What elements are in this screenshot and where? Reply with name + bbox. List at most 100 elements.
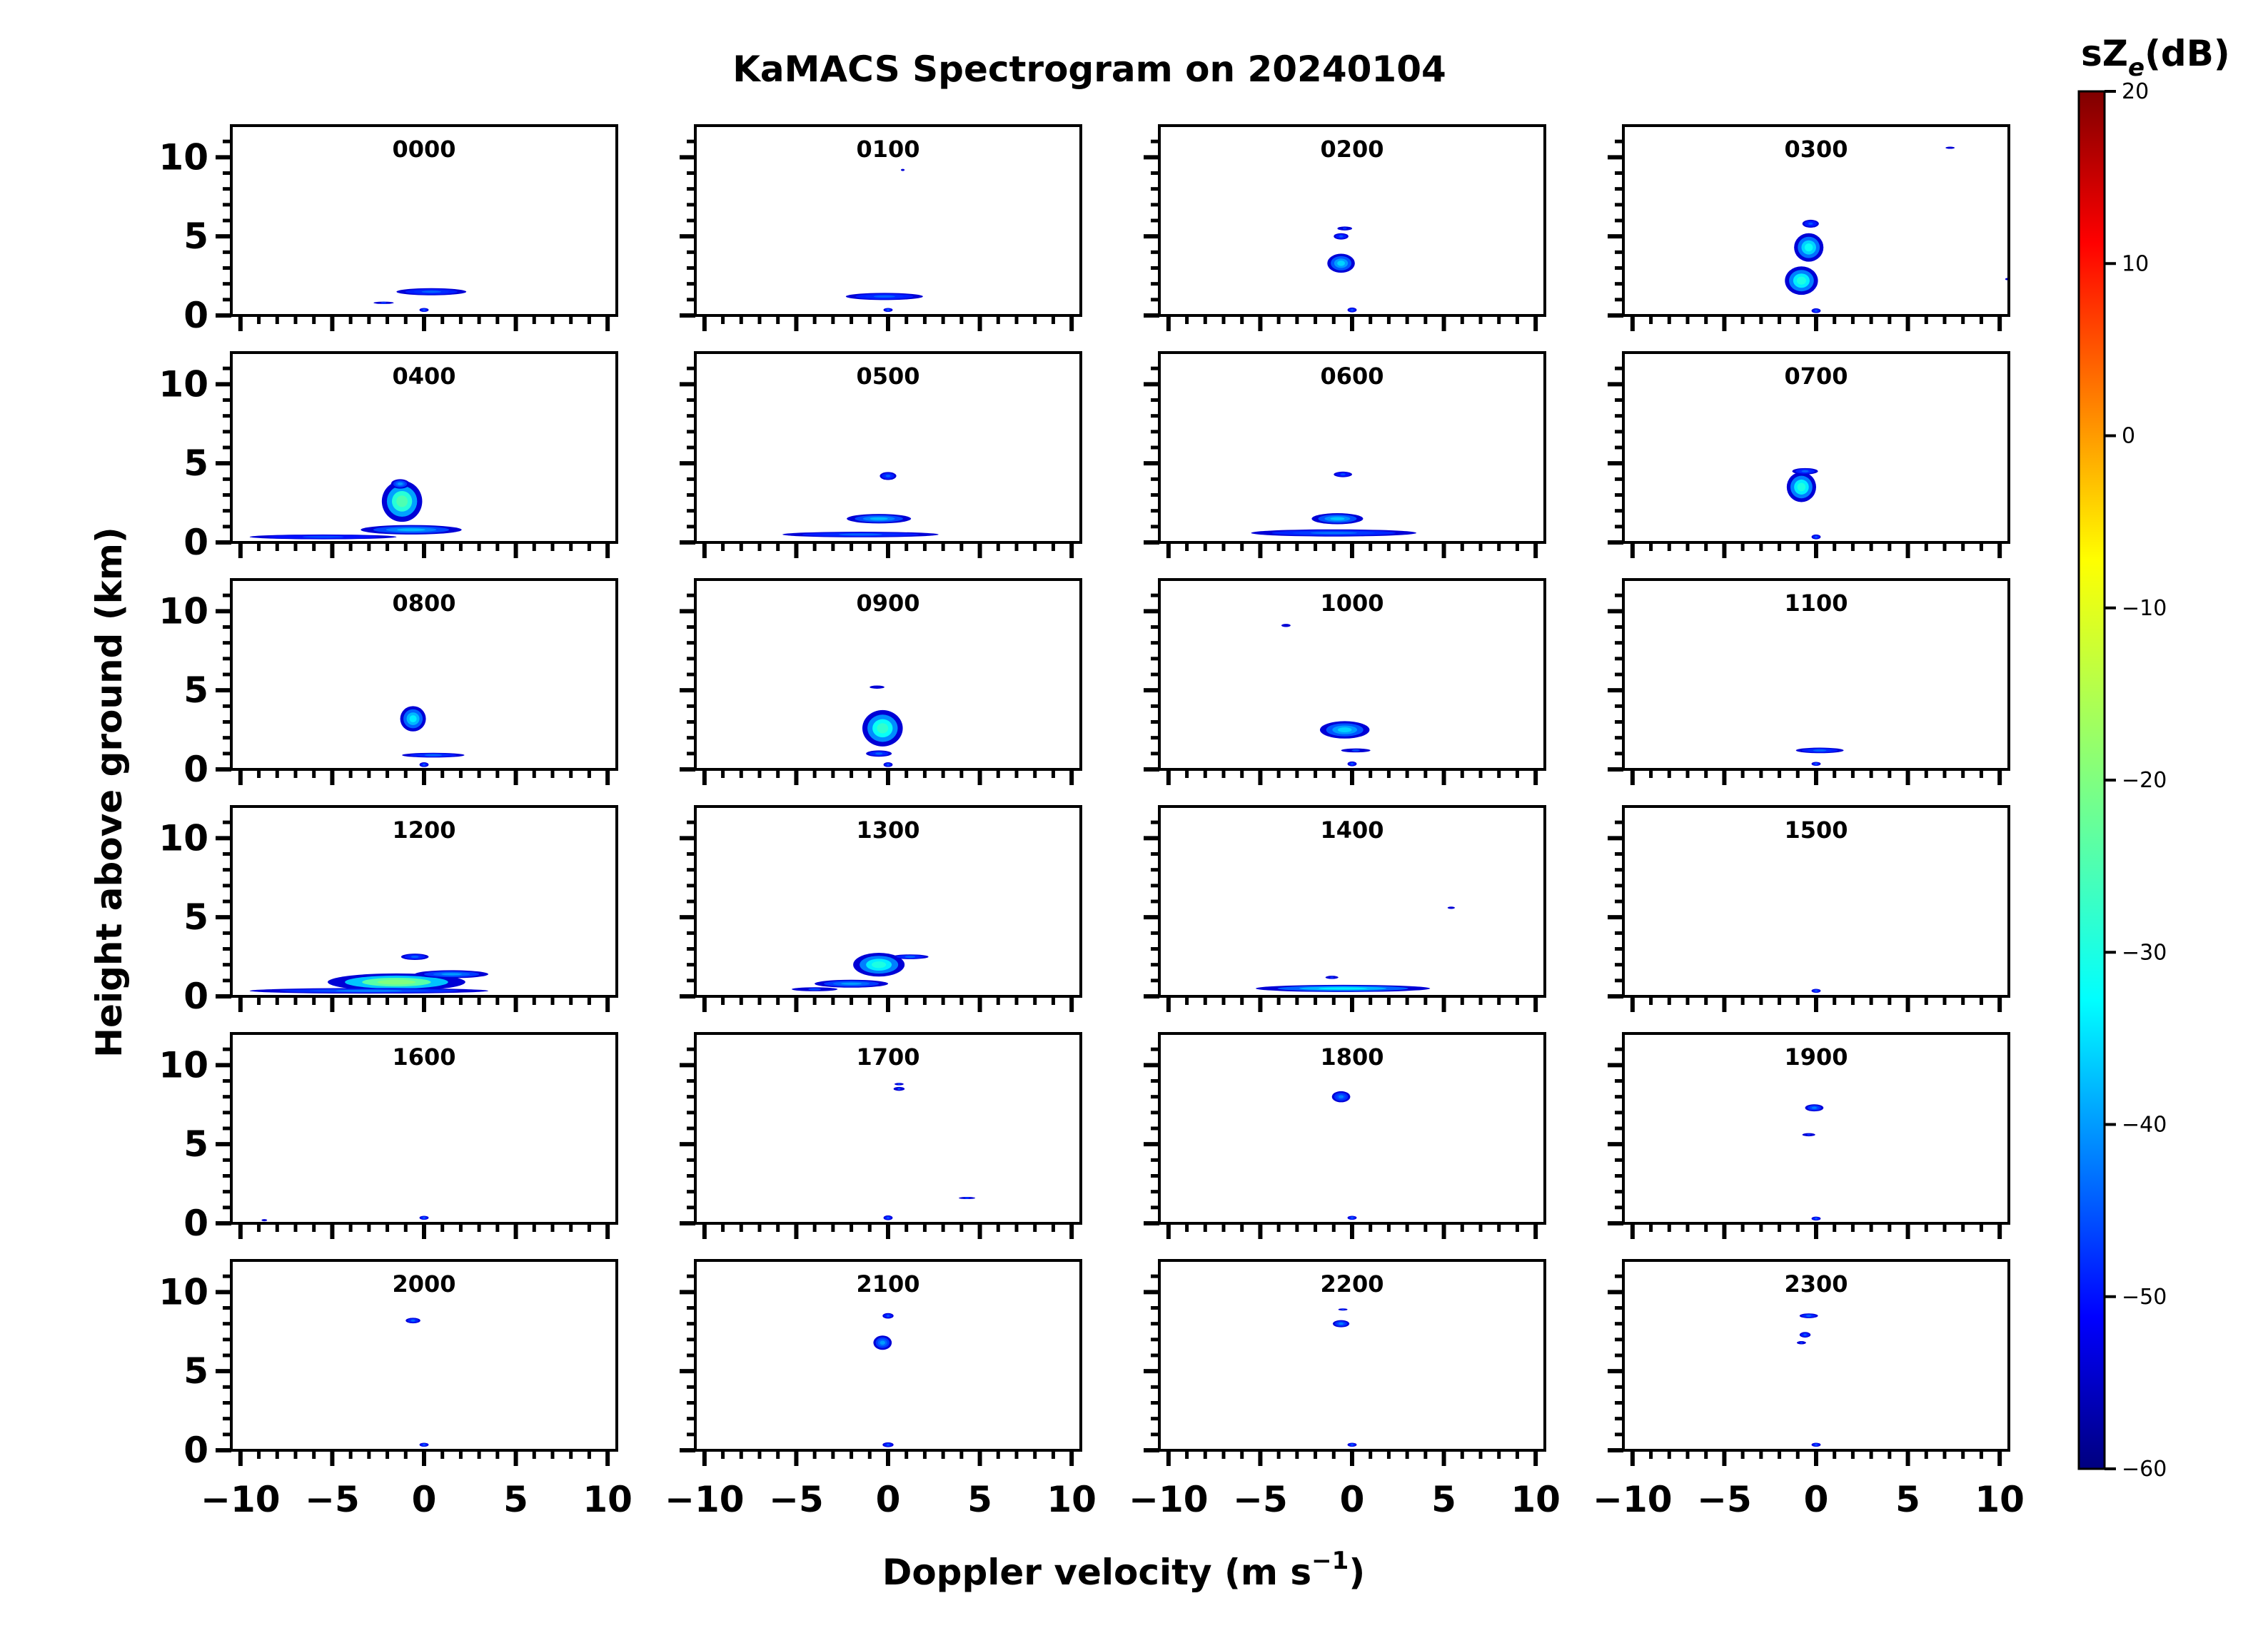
x-tick-label: 5 <box>1431 1479 1456 1520</box>
echo-layer <box>1808 222 1813 225</box>
panel-0800: 0800 0 5 10 <box>158 578 618 790</box>
panel-time-label: 1400 <box>1320 816 1384 844</box>
x-tick-label: 0 <box>1340 1479 1365 1520</box>
echo-layer <box>1351 1216 1354 1219</box>
echo-layer <box>1807 1133 1811 1136</box>
echo-layer <box>396 495 408 507</box>
echo-1200-1 <box>249 988 488 994</box>
echo-0300-1 <box>1794 233 1824 262</box>
echo-0200-2 <box>1337 226 1352 231</box>
echo-2300-2 <box>1797 1341 1806 1345</box>
echo-0800-0 <box>400 706 426 732</box>
x-axis-label-sup: −1 <box>1311 1547 1349 1575</box>
y-tick-label: 5 <box>183 1350 208 1392</box>
echo-layer <box>886 1443 890 1446</box>
echo-0500-2 <box>880 472 897 480</box>
x-axis-label-close: ) <box>1349 1552 1365 1593</box>
echo-layer <box>1797 482 1806 492</box>
echo-1900-2 <box>1811 1216 1821 1221</box>
panel-time-label: 1900 <box>1784 1043 1848 1071</box>
panel-time-label: 0700 <box>1784 363 1848 390</box>
y-tick-label: 0 <box>183 749 208 790</box>
y-tick-label: 0 <box>183 295 208 336</box>
colorbar-gradient <box>2077 90 2106 1470</box>
colorbar-tick-label: 0 <box>2122 424 2135 449</box>
echo-layer <box>1281 624 1291 627</box>
panel-time-label: 0600 <box>1320 363 1384 390</box>
echo-1700-2 <box>959 1197 976 1200</box>
colorbar-label: sZe(dB) <box>2081 33 2230 82</box>
x-tick-label: −5 <box>1697 1479 1752 1520</box>
echo-layer <box>1815 535 1818 538</box>
echo-2300-1 <box>1799 1332 1811 1338</box>
echo-1100-0 <box>1795 747 1844 754</box>
echo-1300-1 <box>815 979 888 988</box>
panel-2000: 2000 0 5 10 −10 −5 0 5 10 <box>158 1259 632 1520</box>
panel-time-label: 2200 <box>1320 1270 1384 1298</box>
panel-1400: 1400 <box>1144 805 1546 1012</box>
echo-0200-0 <box>1327 253 1355 273</box>
echo-0000-2 <box>419 308 429 313</box>
colorbar-label-main: sZ <box>2081 33 2128 74</box>
panel-2300: 2300 −10 −5 0 5 10 <box>1593 1259 2025 1520</box>
panel-time-label: 0200 <box>1320 136 1384 163</box>
echo-0900-2 <box>870 685 884 689</box>
y-tick-label: 10 <box>158 817 208 859</box>
echo-layer <box>1340 473 1346 476</box>
echo-0100-2 <box>901 168 905 171</box>
colorbar-tick-label: −40 <box>2122 1113 2167 1138</box>
panel-time-label: 1100 <box>1784 590 1848 617</box>
echo-2200-1 <box>1338 1308 1348 1311</box>
echo-layer <box>423 1443 425 1446</box>
echo-0900-0 <box>862 709 903 747</box>
echo-2300-0 <box>1799 1313 1818 1318</box>
echo-0400-3 <box>390 479 410 489</box>
echo-layer <box>904 956 916 959</box>
echo-layer <box>423 1216 425 1219</box>
x-axis-label-text: Doppler velocity (m s <box>882 1552 1311 1593</box>
echo-layer <box>397 482 403 485</box>
echo-1100-1 <box>1811 762 1821 767</box>
echo-1700-1 <box>894 1083 904 1086</box>
echo-0300-3 <box>1811 308 1821 313</box>
echo-0700-2 <box>1811 534 1821 540</box>
echo-layer <box>1318 987 1368 990</box>
echo-layer <box>424 754 443 757</box>
echo-layer <box>1803 1333 1807 1336</box>
echo-0600-0 <box>1311 512 1364 525</box>
echo-layer <box>1806 1315 1812 1318</box>
panel-time-label: 1000 <box>1320 590 1384 617</box>
echo-1700-3 <box>883 1215 893 1220</box>
echo-2200-2 <box>1347 1442 1357 1447</box>
y-tick-label: 5 <box>183 1123 208 1165</box>
colorbar-tick-label: −30 <box>2122 940 2167 965</box>
echo-0400-2 <box>249 534 397 540</box>
panel-1900: 1900 <box>1608 1032 2010 1239</box>
echo-0200-3 <box>1347 307 1357 313</box>
echo-1000-2 <box>1281 624 1291 627</box>
panel-1600: 1600 0 5 10 <box>158 1032 618 1244</box>
echo-layer <box>873 295 895 298</box>
panel-1100: 1100 <box>1608 578 2010 785</box>
echo-layer <box>1815 989 1818 992</box>
echo-layer <box>1815 1217 1818 1220</box>
echo-0100-1 <box>883 308 893 313</box>
echo-1000-1 <box>1341 748 1371 753</box>
y-tick-label: 10 <box>158 136 208 178</box>
echo-1500-0 <box>1811 989 1821 994</box>
x-tick-label: −10 <box>1129 1479 1208 1520</box>
panel-1200: 1200 0 5 10 <box>158 805 618 1017</box>
panel-time-label: 1600 <box>392 1043 455 1071</box>
panel-time-label: 2000 <box>392 1270 455 1298</box>
panel-1800: 1800 <box>1144 1032 1546 1239</box>
echo-0900-1 <box>866 750 892 757</box>
panel-1300: 1300 <box>680 805 1082 1012</box>
echo-layer <box>261 1219 268 1222</box>
echo-layer <box>1337 727 1352 732</box>
echo-0100-0 <box>845 293 923 300</box>
panel-0300: 0300 <box>1608 124 2010 331</box>
x-tick-label: 5 <box>967 1479 992 1520</box>
echo-layer <box>885 475 891 477</box>
echo-layer <box>1337 261 1345 266</box>
panel-time-label: 2100 <box>856 1270 919 1298</box>
